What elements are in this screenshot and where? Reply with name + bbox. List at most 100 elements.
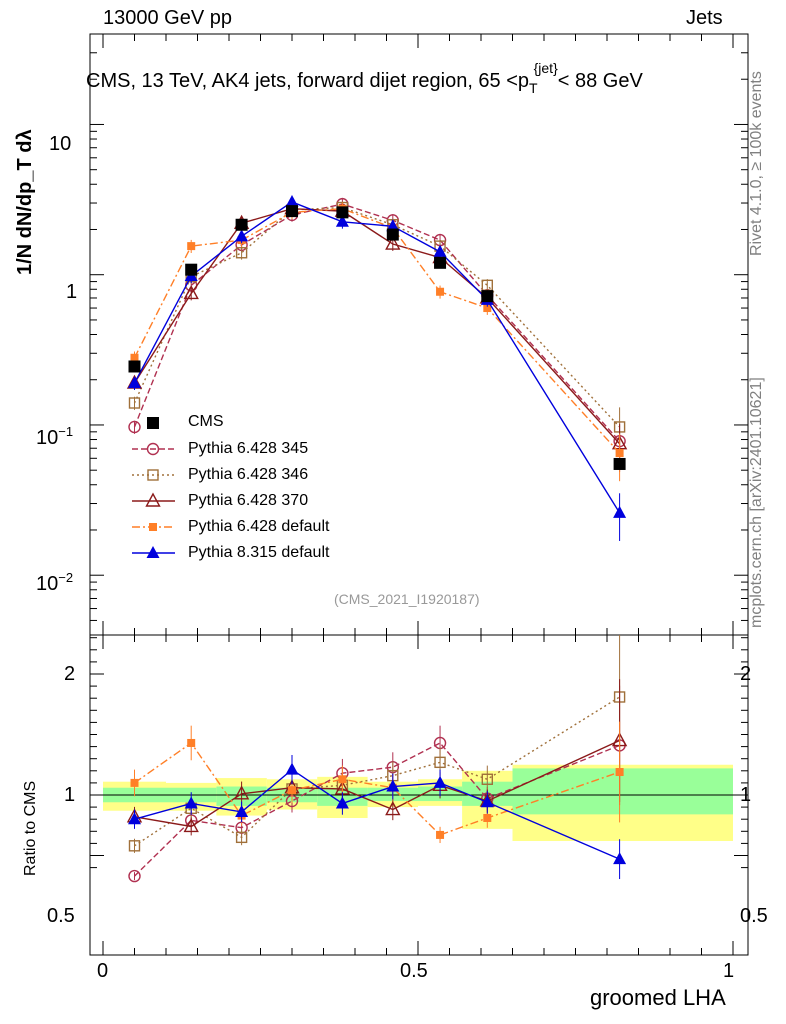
ratio-point-pythia-8-315-default <box>386 779 400 792</box>
ratio-point-pythia-6-428-370 <box>183 817 199 833</box>
data-point-pythia-6-428-345 <box>128 420 141 434</box>
legend-label: CMS <box>188 413 224 430</box>
ratio-point-pythia-6-428-default <box>338 775 347 784</box>
ratio-ytick-label-right: 2 <box>740 663 752 685</box>
xtick-label: 1 <box>723 960 735 982</box>
legend-label: Pythia 6.428 370 <box>188 492 309 509</box>
data-point-cms <box>185 263 198 276</box>
ratio-point-pythia-6-428-345 <box>128 869 141 883</box>
ratio-line-pythia-6-428-default <box>134 741 620 836</box>
legend-marker-pythia-8-315-default <box>146 546 160 558</box>
legend-label: Pythia 6.428 345 <box>188 440 309 457</box>
data-point-pythia-8-315-default <box>128 376 141 389</box>
legend-marker-pythia-6-428-370 <box>145 492 161 507</box>
title-end: < 88 GeV <box>557 70 643 92</box>
data-point-cms <box>434 256 447 269</box>
title-sub: T <box>529 80 538 96</box>
ratio-point-pythia-8-315-default <box>235 804 249 817</box>
main-ytick-label: 10 <box>49 133 71 156</box>
data-point-cms <box>286 205 298 218</box>
mcplots-label: mcplots.cern.ch [arXiv:2401.10621] <box>748 377 765 628</box>
series-line-pythia-6-428-346 <box>133 206 621 428</box>
legend-marker-pythia-6-428-default <box>149 523 157 531</box>
title-main: CMS, 13 TeV, AK4 jets, forward dijet reg… <box>86 70 530 92</box>
data-point-cms <box>613 457 626 470</box>
data-point-pythia-6-428-default <box>615 449 624 458</box>
ratio-point-pythia-6-428-default <box>288 786 296 795</box>
main-ytick-exp: −1 <box>58 424 74 439</box>
data-point-pythia-8-315-default <box>335 214 349 227</box>
main-ytick-label: 10−1 <box>36 424 74 450</box>
series-line-pythia-6-428-370 <box>133 207 621 445</box>
title-sup: {jet} <box>533 60 558 76</box>
data-point-pythia-8-315-default <box>285 194 299 207</box>
ratio-panel-series <box>126 635 628 883</box>
data-point-pythia-8-315-default <box>386 219 400 232</box>
ratio-point-pythia-6-428-370 <box>233 785 250 800</box>
data-point-pythia-6-428-346 <box>128 397 141 409</box>
ratio-point-pythia-6-428-default <box>615 768 624 777</box>
data-point-cms <box>386 228 399 241</box>
main-ytick-exp: −2 <box>58 570 74 585</box>
data-point-pythia-6-428-default <box>436 287 445 296</box>
main-ytick-base: 10 <box>49 133 72 155</box>
data-point-cms <box>235 218 248 231</box>
xtick-label: 0.5 <box>400 960 428 982</box>
ratio-point-pythia-6-428-default <box>130 778 139 787</box>
data-point-pythia-8-315-default <box>613 505 627 518</box>
main-ytick-base: 1 <box>66 281 78 303</box>
legend-marker-pythia-6-428-346 <box>147 469 159 481</box>
ratio-point-pythia-6-428-346 <box>434 756 446 769</box>
ratio-ytick-label-left: 1 <box>64 784 76 806</box>
plot-title: CMS, 13 TeV, AK4 jets, forward dijet reg… <box>86 60 643 96</box>
ratio-point-pythia-8-315-default <box>335 796 349 809</box>
main-panel-series <box>126 194 628 541</box>
ratio-point-pythia-6-428-346 <box>235 831 248 844</box>
data-point-cms <box>336 206 349 219</box>
legend-marker-pythia-6-428-345 <box>146 442 160 456</box>
series-line-pythia-6-428-345 <box>133 203 621 442</box>
ratio-point-pythia-8-315-default <box>480 795 494 808</box>
data-point-pythia-6-428-default <box>187 242 196 251</box>
header-left: 13000 GeV pp <box>103 7 232 29</box>
ratio-point-pythia-8-315-default <box>184 796 198 809</box>
ratio-point-pythia-6-428-default <box>483 813 492 822</box>
main-ytick-label: 10−2 <box>36 570 74 596</box>
ratio-point-pythia-8-315-default <box>433 775 447 788</box>
ratio-y-axis-title: Ratio to CMS <box>22 780 39 876</box>
legend <box>132 417 175 558</box>
ratio-ytick-label-left: 2 <box>64 663 76 685</box>
main-ytick-label: 1 <box>66 281 77 304</box>
data-point-pythia-8-315-default <box>433 244 447 257</box>
data-point-pythia-6-428-370 <box>183 285 199 300</box>
ratio-ytick-label-right: 1 <box>740 784 752 806</box>
ratio-point-pythia-6-428-346 <box>128 840 141 852</box>
data-point-pythia-6-428-default <box>130 353 139 362</box>
rivet-label: Rivet 4.1.0, ≥ 100k events <box>748 71 765 256</box>
ratio-point-pythia-8-315-default <box>128 812 141 825</box>
legend-marker-cms <box>147 417 159 429</box>
ratio-point-pythia-6-428-346 <box>481 773 493 785</box>
legend-label: Pythia 6.428 default <box>188 518 330 535</box>
main-ytick-base: 10 <box>36 573 59 595</box>
ratio-ytick-label-left: 0.5 <box>47 905 75 927</box>
header-right: Jets <box>686 7 723 29</box>
ratio-point-pythia-6-428-default <box>436 830 445 839</box>
axis-ticks <box>90 33 748 955</box>
ratio-point-pythia-8-315-default <box>285 762 299 775</box>
data-point-cms <box>481 290 494 303</box>
legend-label: Pythia 8.315 default <box>188 544 330 561</box>
main-ytick-base: 10 <box>36 427 59 449</box>
ratio-ytick-label-right: 0.5 <box>740 905 768 927</box>
data-point-pythia-8-315-default <box>235 229 249 242</box>
data-point-pythia-6-428-370 <box>385 235 401 250</box>
x-axis-title: groomed LHA <box>590 985 726 1010</box>
ratio-point-pythia-6-428-370 <box>385 801 401 816</box>
xtick-label: 0 <box>97 960 109 982</box>
legend-label: Pythia 6.428 346 <box>188 466 309 483</box>
main-y-axis-title: 1/N dN/dp_T dλ <box>14 129 36 275</box>
data-point-pythia-6-428-default <box>483 304 492 313</box>
ratio-point-pythia-6-428-default <box>187 738 196 747</box>
ratio-point-pythia-8-315-default <box>613 852 627 865</box>
